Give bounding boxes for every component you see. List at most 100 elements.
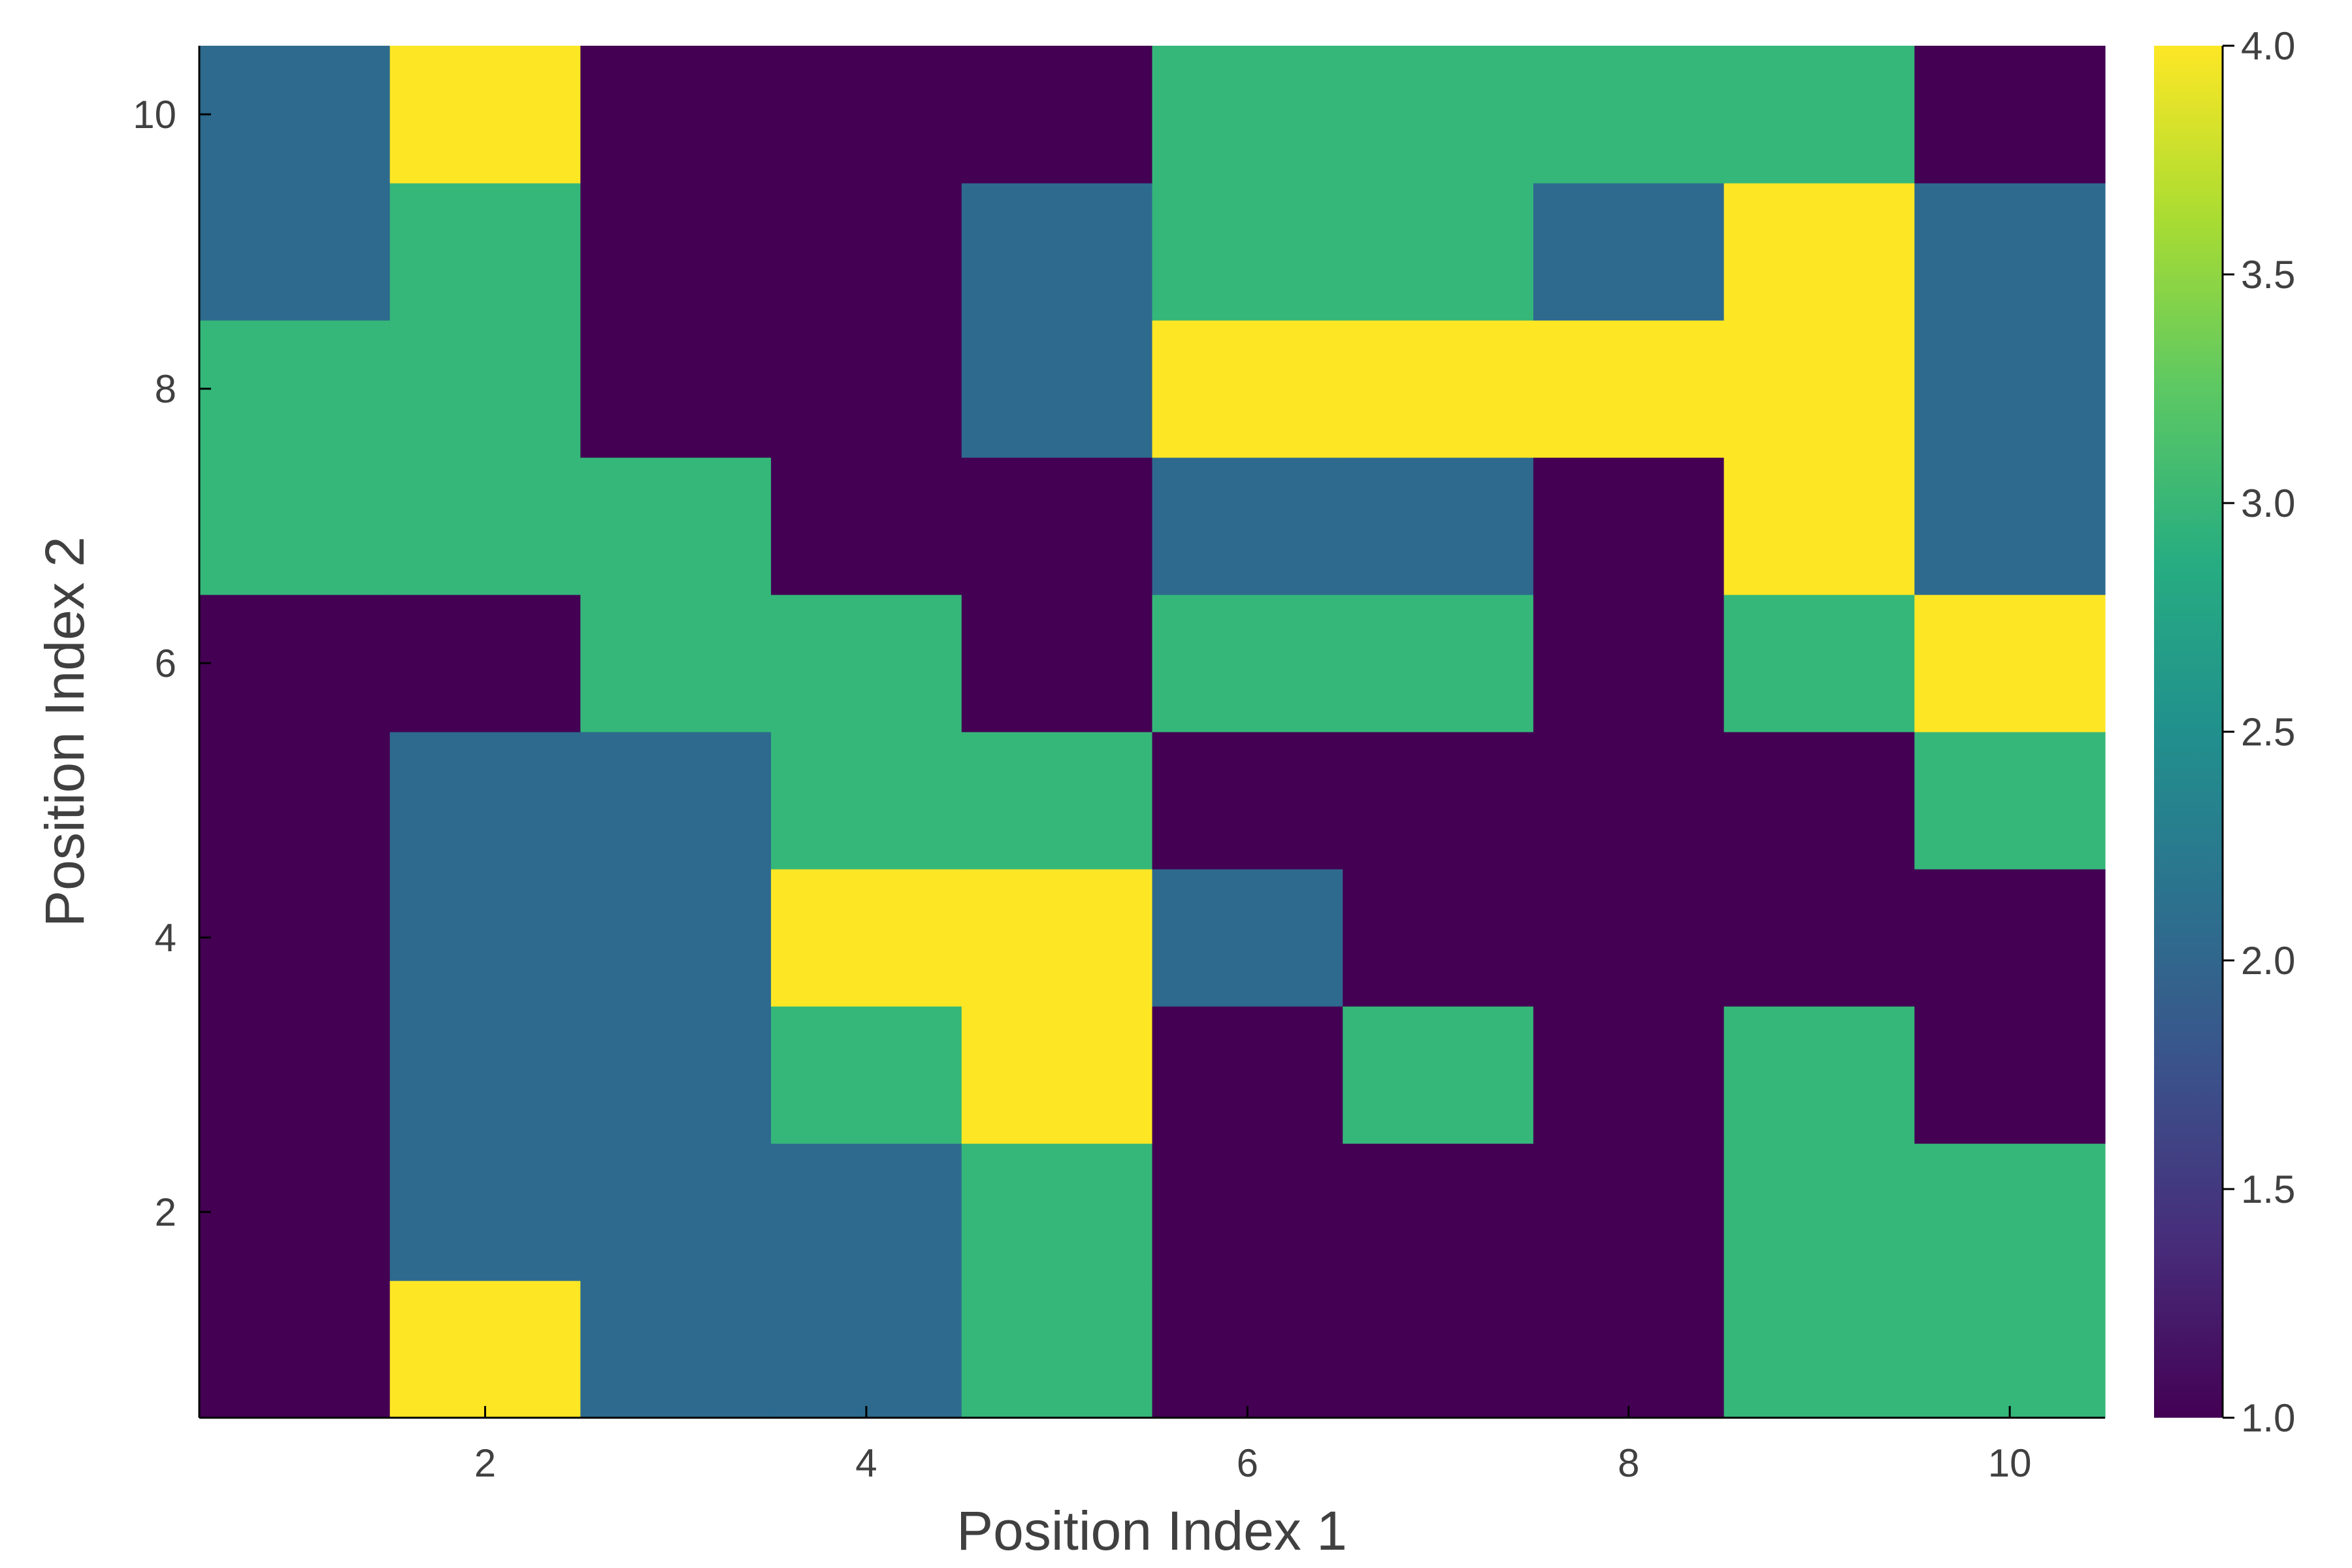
heatmap-cell [199, 1006, 391, 1144]
heatmap-cell [580, 869, 772, 1007]
heatmap-cell [389, 1143, 581, 1281]
x-ticks: 2 4 6 8 10 [474, 1406, 2032, 1485]
heatmap-cell [389, 46, 581, 184]
heatmap-cell [961, 1143, 1153, 1281]
heatmap-cell [199, 732, 391, 870]
heatmap-cell [1343, 1006, 1534, 1144]
heatmap-cell [771, 732, 962, 870]
heatmap-cell [1914, 320, 2106, 458]
heatmap-cell [1533, 1006, 1725, 1144]
heatmap-cell [1343, 183, 1534, 321]
heatmap-cell [771, 1143, 962, 1281]
heatmap-cell [580, 457, 772, 595]
x-tick-label: 6 [1237, 1441, 1258, 1485]
x-tick-label: 2 [474, 1441, 496, 1485]
axes [198, 46, 2105, 1419]
heatmap-cell [1533, 183, 1725, 321]
heatmap-cell [1533, 732, 1725, 870]
heatmap-cell [1343, 46, 1534, 184]
heatmap-cell [389, 732, 581, 870]
heatmap-cell [389, 1006, 581, 1144]
heatmap-cell [1723, 1006, 1915, 1144]
heatmap-cell [1533, 1143, 1725, 1281]
heatmap-cell [771, 457, 962, 595]
heatmap-cell [1914, 1281, 2106, 1418]
heatmap-cell [1533, 1281, 1725, 1418]
heatmap-cell [1343, 869, 1534, 1007]
heatmap-cell [1723, 183, 1915, 321]
heatmap-cell [1533, 869, 1725, 1007]
heatmap-cell [389, 183, 581, 321]
heatmap-cell [199, 183, 391, 321]
heatmap-cell [1152, 1006, 1343, 1144]
heatmap-cell [961, 46, 1153, 184]
y-ticks: 2 4 6 8 10 [133, 93, 211, 1234]
heatmap-cell [1152, 1281, 1343, 1418]
x-tick-label: 4 [855, 1441, 877, 1485]
heatmap-cell [771, 1006, 962, 1144]
heatmap-cell [961, 183, 1153, 321]
colorbar-tick-label: 2.0 [2241, 939, 2295, 983]
heatmap-cell [771, 183, 962, 321]
heatmap-cell [1914, 183, 2106, 321]
colorbar-tick-label: 1.0 [2241, 1396, 2295, 1440]
colorbar-tick-label: 3.5 [2241, 253, 2295, 297]
x-tick-label: 8 [1618, 1441, 1639, 1485]
y-axis-label: Position Index 2 [34, 536, 95, 927]
heatmap-cell [580, 320, 772, 458]
heatmap-cell [580, 183, 772, 321]
heatmap-cell [771, 869, 962, 1007]
heatmap-cell [1723, 1143, 1915, 1281]
heatmap-cell [771, 320, 962, 458]
heatmap-cell [389, 1281, 581, 1418]
heatmap-cell [1914, 595, 2106, 732]
heatmap-cell [1723, 869, 1915, 1007]
heatmap-cell [580, 595, 772, 732]
heatmap-cell [1152, 183, 1343, 321]
y-tick-label: 8 [155, 367, 176, 411]
heatmap-cell [1343, 457, 1534, 595]
heatmap-cell [1343, 1143, 1534, 1281]
y-tick-label: 6 [155, 642, 176, 685]
heatmap-cell [1152, 46, 1343, 184]
heatmap-cell [389, 320, 581, 458]
colorbar-gradient [2154, 46, 2223, 1418]
heatmap-cell [961, 869, 1153, 1007]
heatmap-cell [1152, 595, 1343, 732]
colorbar-tick-label: 1.5 [2241, 1168, 2295, 1211]
heatmap-cell [580, 46, 772, 184]
y-tick-label: 2 [155, 1190, 176, 1234]
heatmap-cell [1914, 869, 2106, 1007]
heatmap-cells [199, 46, 2106, 1418]
heatmap-cell [771, 595, 962, 732]
heatmap-cell [1723, 320, 1915, 458]
y-tick-label: 10 [133, 93, 176, 137]
colorbar-tick-label: 3.0 [2241, 482, 2295, 525]
heatmap-cell [1914, 457, 2106, 595]
heatmap-cell [1152, 457, 1343, 595]
heatmap-cell [961, 320, 1153, 458]
colorbar: 1.0 1.5 2.0 2.5 3.0 3.5 4.0 [2154, 24, 2295, 1440]
heatmap-cell [771, 1281, 962, 1418]
heatmap-cell [1343, 595, 1534, 732]
heatmap-cell [961, 1006, 1153, 1144]
heatmap-cell [1723, 46, 1915, 184]
heatmap-cell [961, 595, 1153, 732]
heatmap-cell [1533, 320, 1725, 458]
x-tick-label: 10 [1988, 1441, 2032, 1485]
heatmap-cell [199, 46, 391, 184]
heatmap-cell [771, 46, 962, 184]
y-tick-label: 4 [155, 916, 176, 960]
heatmap-cell [1343, 320, 1534, 458]
heatmap-cell [1914, 46, 2106, 184]
heatmap-cell [199, 320, 391, 458]
heatmap-cell [199, 457, 391, 595]
heatmap-cell [1723, 457, 1915, 595]
heatmap-cell [580, 1143, 772, 1281]
heatmap-cell [199, 1281, 391, 1418]
heatmap-cell [1723, 595, 1915, 732]
heatmap-cell [1914, 732, 2106, 870]
heatmap-cell [1152, 1143, 1343, 1281]
heatmap-cell [389, 869, 581, 1007]
